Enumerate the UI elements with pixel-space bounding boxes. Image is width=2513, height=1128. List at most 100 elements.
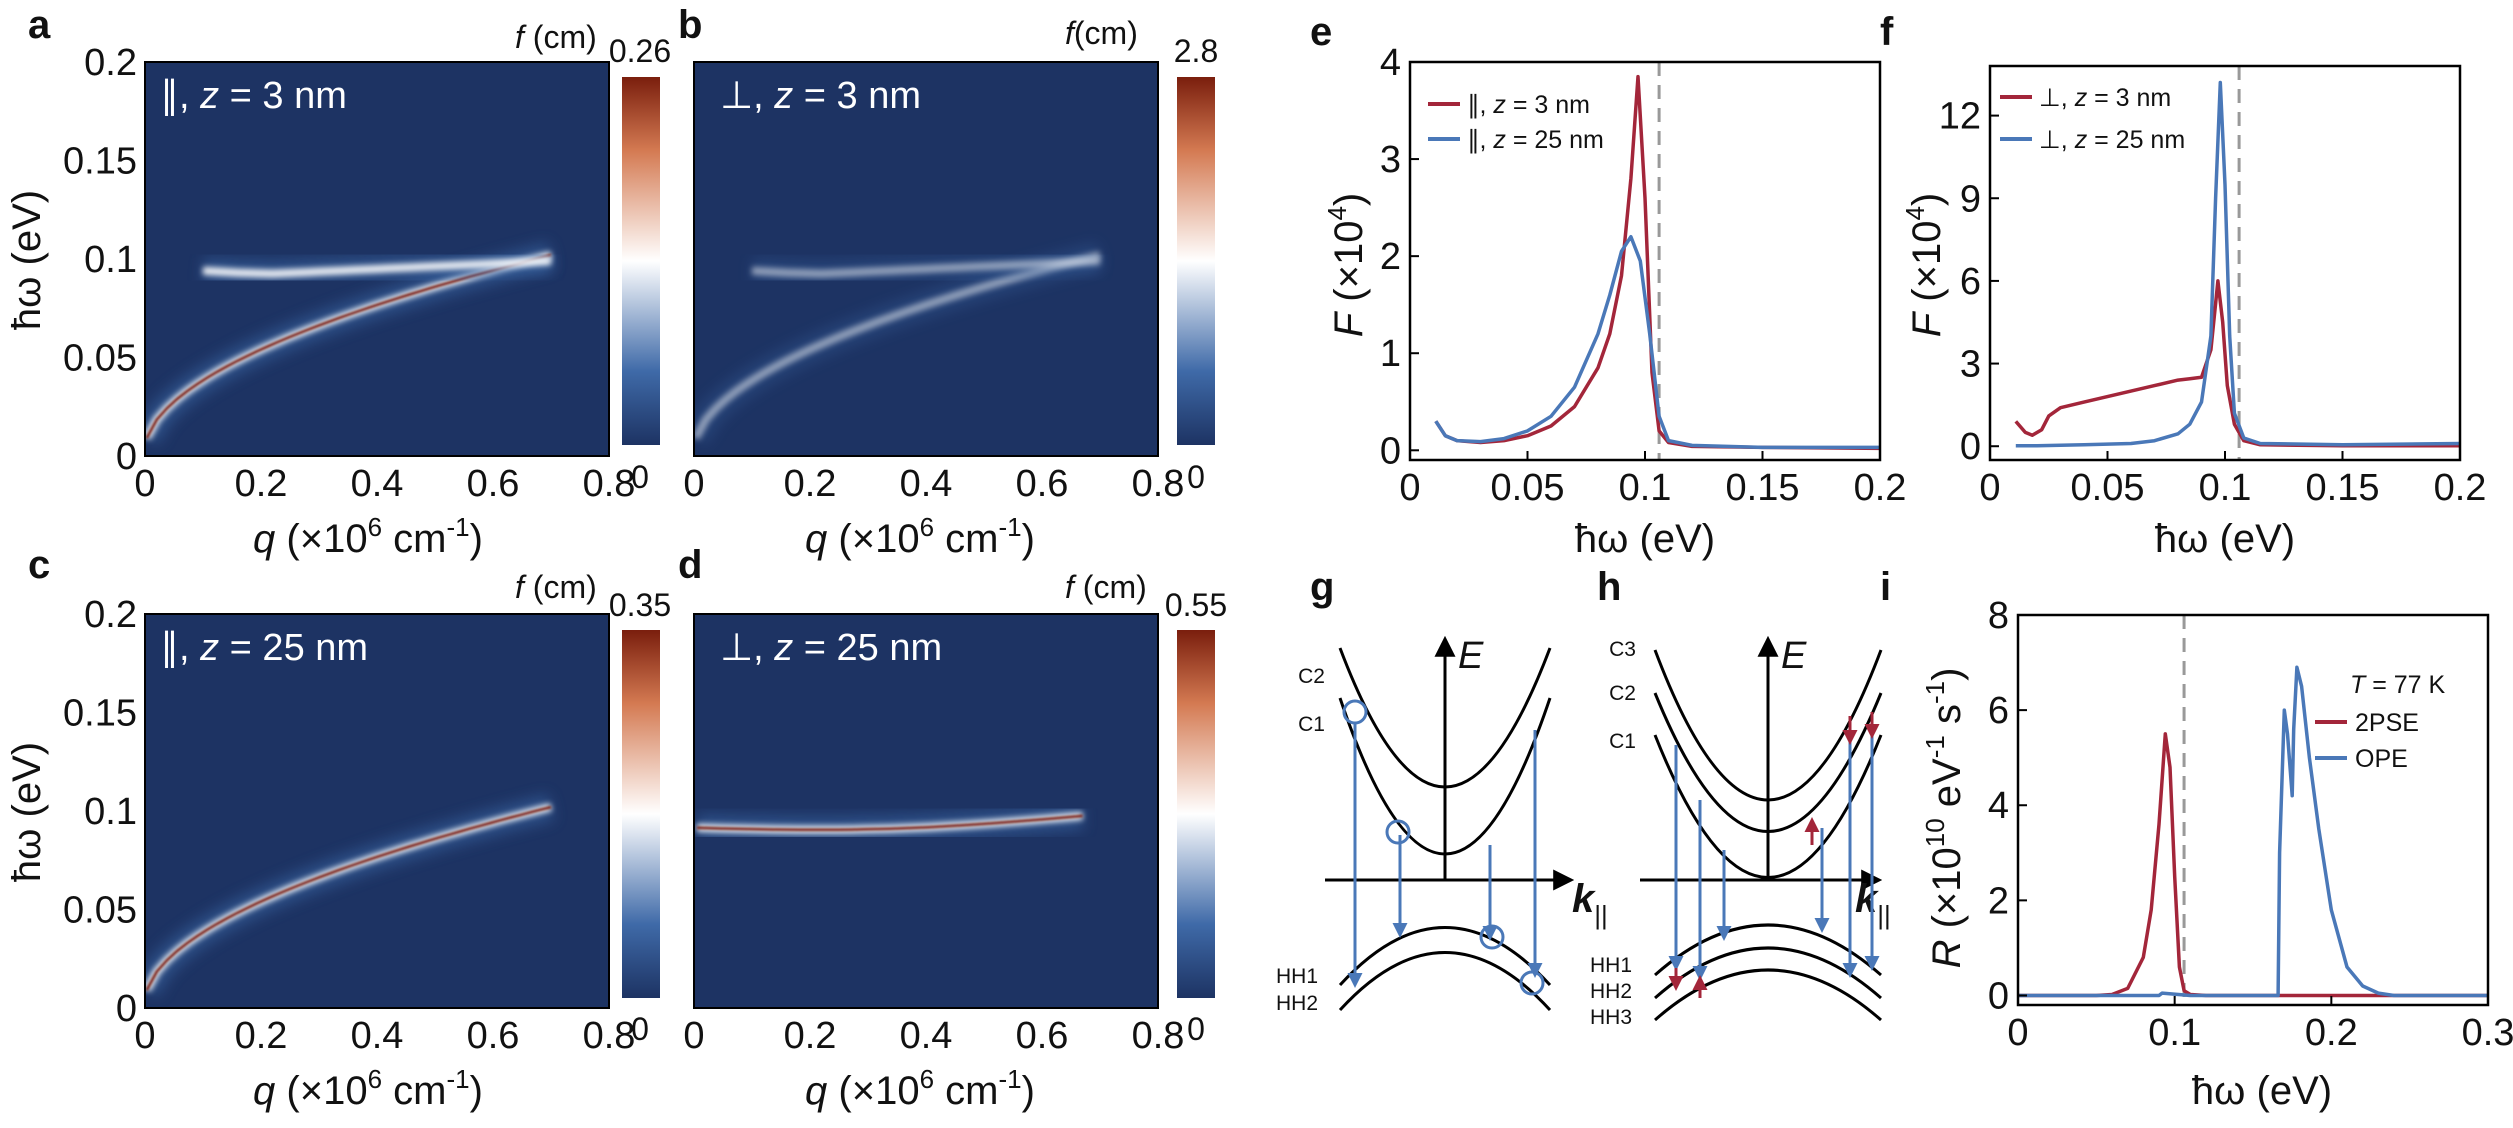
- valence-band-hh1-h: [1654, 923, 1882, 977]
- colorbar-min-c: 0: [631, 1011, 649, 1047]
- panel-g: g E k|| C2 C1 HH1 HH2: [1276, 565, 1608, 1015]
- x-tick-label: 0.4: [351, 1015, 404, 1057]
- annotation-b: ⊥, z = 3 nm: [720, 75, 921, 117]
- band-label-c2-g: C2: [1298, 665, 1325, 688]
- band-label-hh2-g: HH2: [1276, 992, 1318, 1015]
- panel-d: d 0 0.2 0.4 0.6 0.8 ⊥, z = 25 nm 0.55 0 f (c…: [678, 543, 1227, 1113]
- panel-label-g: g: [1310, 565, 1334, 609]
- band-label-hh1-g: HH1: [1276, 965, 1318, 988]
- y-tick-label: 12: [1939, 96, 1981, 138]
- legend-e: ∥, z = 3 nm ∥, z = 25 nm: [1428, 91, 1604, 154]
- valence-band-hh3-h: [1654, 968, 1882, 1022]
- panel-label-e: e: [1310, 10, 1332, 54]
- branch-upper-glow: [202, 257, 552, 278]
- annotation-a: ∥, z = 3 nm: [160, 75, 347, 117]
- ylabel-i: R (×1010 eV-1 s-1): [1920, 668, 1969, 969]
- lineplot-e: 0 0.05 0.1 0.15 0.2 0 1 2 3 4: [1380, 42, 1907, 509]
- colorbar-label-d: f (cm): [1065, 569, 1147, 605]
- annotation-c: ∥, z = 25 nm: [160, 627, 368, 669]
- ylabel-e: F (×104): [1322, 193, 1371, 338]
- legend-label-e-2: ∥, z = 25 nm: [1467, 126, 1604, 154]
- plot-frame: [2016, 613, 2490, 1007]
- y-tick-label: 0.2: [84, 42, 137, 84]
- heatmap-d: 0 0.2 0.4 0.6 0.8: [683, 613, 1184, 1057]
- heatmap-axes: 0 0.2 0.4 0.6 0.8 0 0.05 0.1 0.15 0.2: [63, 42, 635, 505]
- band-label-hh1-h: HH1: [1590, 954, 1632, 977]
- y-tick-label: 2: [1380, 236, 1401, 278]
- colorbar-label-a: f (cm): [515, 19, 597, 55]
- x-tick-label: 0.8: [583, 1015, 636, 1057]
- series-line-2: [2018, 665, 2488, 998]
- x-tick-label: 0.2: [235, 1015, 288, 1057]
- legend-label-f-2: ⊥, z = 25 nm: [2039, 126, 2185, 154]
- k-axis-label-h: k||: [1855, 877, 1891, 930]
- x-tick-label: 0.2: [784, 463, 837, 505]
- ylabel-a: ħω (eV): [5, 190, 49, 330]
- band-label-c1-g: C1: [1298, 713, 1325, 736]
- ylabel-f: F (×104): [1900, 193, 1949, 338]
- panel-i: i 0 0.1 0.2 0.3 0 2 4 6 8 R (×1010 eV-1 s-1) ħω …: [1880, 565, 2513, 1113]
- legend-label-e-1: ∥, z = 3 nm: [1467, 91, 1590, 119]
- panel-label-b: b: [678, 3, 702, 47]
- x-tick-label: 0.2: [2434, 467, 2487, 509]
- x-tick-label: 0.15: [1726, 467, 1800, 509]
- x-tick-label: 0: [134, 1015, 155, 1057]
- xlabel-e: ħω (eV): [1575, 517, 1715, 561]
- branch-lower-peak: [145, 805, 552, 991]
- colorbar-c: 0.35 0 f (cm): [515, 569, 671, 1047]
- xlabel-a: q (×106 cm-1): [253, 512, 483, 561]
- ylabel-c: ħω (eV): [5, 742, 49, 882]
- scattering-loop-g-4: [1519, 970, 1545, 996]
- y-tick-label: 0.1: [84, 239, 137, 281]
- x-tick-label: 0: [134, 463, 155, 505]
- x-tick-label: 0.2: [2305, 1012, 2358, 1054]
- x-tick-label: 0.05: [1491, 467, 1565, 509]
- y-tick-label: 9: [1960, 178, 1981, 220]
- plot-frame: [144, 61, 610, 457]
- x-tick-label: 0: [683, 1015, 704, 1057]
- x-tick-label: 0.6: [467, 1015, 520, 1057]
- band-label-hh3-h: HH3: [1590, 1006, 1632, 1029]
- panel-b: b 0 0.2 0.4 0.6 0.8 ⊥, z = 3 nm 2.8 0 f(cm) …: [678, 3, 1218, 561]
- heatmap-a: 0 0.2 0.4 0.6 0.8 0 0.05 0.1 0.15 0.2: [63, 42, 635, 505]
- transitions-h-blue: [1668, 735, 1880, 981]
- colorbar-max-c: 0.35: [609, 587, 671, 623]
- valence-band-hh2-h: [1654, 946, 1882, 1000]
- y-tick-label: 3: [1960, 344, 1981, 386]
- plot-frame: [1408, 60, 1882, 462]
- colorbar-min-b: 0: [1187, 459, 1205, 495]
- x-tick-label: 0.4: [900, 1015, 953, 1057]
- band-label-c3-h: C3: [1609, 638, 1636, 661]
- legend-label-f-1: ⊥, z = 3 nm: [2039, 84, 2171, 112]
- x-tick-label: 0.1: [2199, 467, 2252, 509]
- branch-flat-peak: [696, 814, 1083, 832]
- y-tick-label: 4: [1380, 42, 1401, 84]
- y-tick-label: 4: [1988, 785, 2009, 827]
- panel-label-c: c: [28, 543, 50, 587]
- panel-h: h E k|| C3 C2 C1 HH1 HH2 HH3: [1590, 565, 1891, 1029]
- y-tick-label: 0.1: [84, 791, 137, 833]
- lineplot-i: 0 0.1 0.2 0.3 0 2 4 6 8: [1988, 595, 2513, 1054]
- x-tick-label: 0: [683, 463, 704, 505]
- band-label-hh2-h: HH2: [1590, 980, 1632, 1003]
- x-tick-label: 0.4: [351, 463, 404, 505]
- svg-text:ħω (eV): ħω (eV): [5, 742, 49, 882]
- k-axis-label-g: k||: [1572, 877, 1608, 930]
- heatmap-axes: 0 0.2 0.4 0.6 0.8 0 0.05 0.1 0.15 0.2: [63, 594, 635, 1057]
- x-tick-label: 0.1: [2148, 1012, 2201, 1054]
- x-tick-label: 0.6: [1016, 1015, 1069, 1057]
- annotation-d: ⊥, z = 25 nm: [720, 627, 942, 669]
- scattering-loop-g-2: [1385, 819, 1411, 845]
- y-tick-label: 0.2: [84, 594, 137, 636]
- y-tick-label: 1: [1380, 333, 1401, 375]
- y-tick-label: 0: [116, 988, 137, 1030]
- legend-title-i: T = 77 K: [2350, 671, 2446, 699]
- panel-label-i: i: [1880, 565, 1891, 609]
- colorbar-min-d: 0: [1187, 1011, 1205, 1047]
- y-tick-label: 0: [1960, 426, 1981, 468]
- xlabel-d: q (×106 cm-1): [805, 1064, 1035, 1113]
- x-tick-label: 0: [1399, 467, 1420, 509]
- legend-label-i-2: OPE: [2355, 745, 2408, 773]
